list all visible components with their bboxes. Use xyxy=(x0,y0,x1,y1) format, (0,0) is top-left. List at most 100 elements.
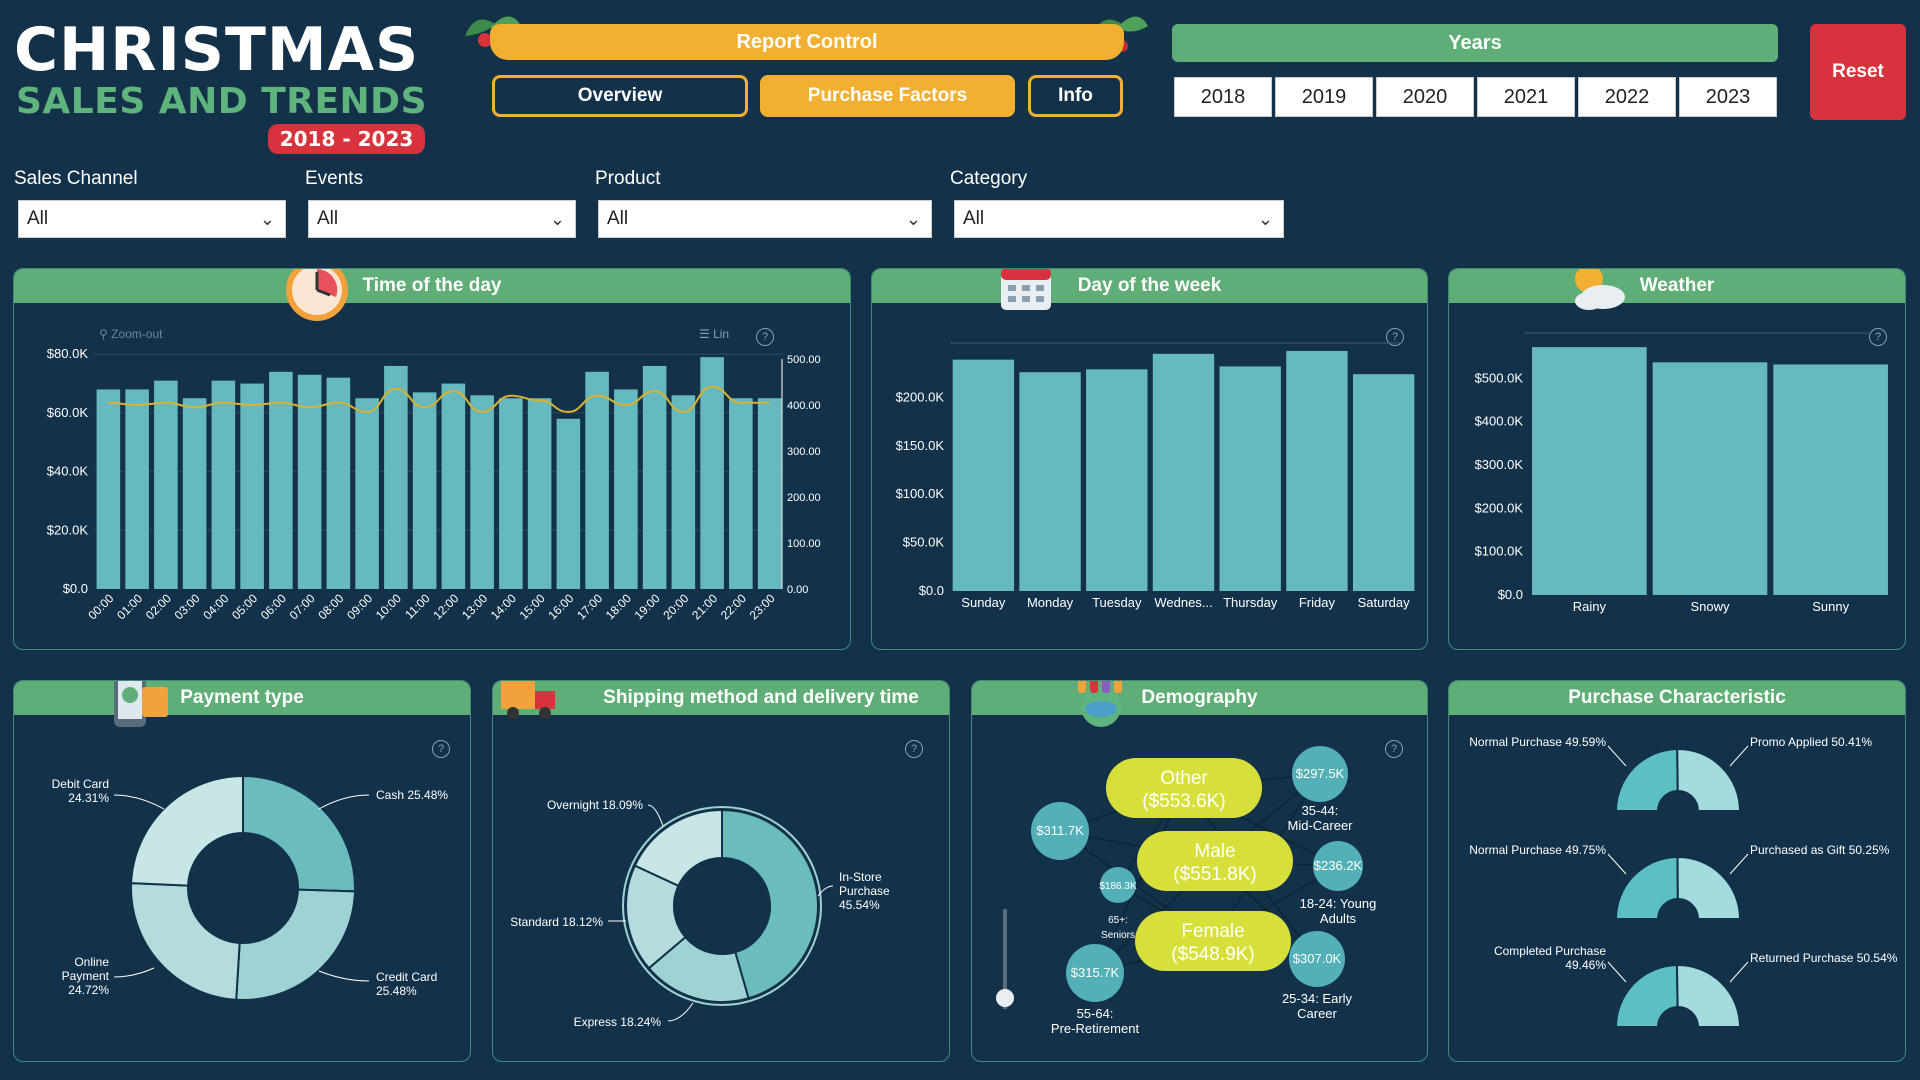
x-tick-label: Sunny xyxy=(1812,599,1849,614)
year-2022-button[interactable]: 2022 xyxy=(1578,77,1676,117)
leader-line xyxy=(1729,961,1749,983)
purchase-factors-button[interactable]: Purchase Factors xyxy=(760,75,1015,117)
help-icon[interactable]: ? xyxy=(905,740,923,758)
leader-line xyxy=(318,794,370,810)
x-tick-label: 18:00 xyxy=(603,591,634,622)
payment-type-chart: Cash 25.48% Credit Card 25.48% Online Paymen… xyxy=(52,774,448,1001)
y-tick-label: $0.0 xyxy=(1498,587,1523,602)
demography-title: Demography xyxy=(972,681,1427,715)
year-2018-button[interactable]: 2018 xyxy=(1174,77,1272,117)
donut-slice xyxy=(130,774,244,887)
events-dropdown[interactable]: All ⌄ xyxy=(308,200,576,238)
leader-line xyxy=(113,794,165,810)
slider-handle[interactable] xyxy=(996,989,1014,1007)
category-dropdown[interactable]: All ⌄ xyxy=(954,200,1284,238)
help-icon[interactable]: ? xyxy=(1386,328,1404,346)
y-tick-label: $0.0 xyxy=(63,581,88,596)
reset-button[interactable]: Reset xyxy=(1810,24,1906,120)
bar xyxy=(757,398,782,589)
slice-label: Standard 18.12% xyxy=(510,915,603,929)
leader-line xyxy=(318,970,370,982)
bar xyxy=(326,377,351,589)
bar xyxy=(125,389,149,589)
y-tick-label: $100.0K xyxy=(1475,544,1524,559)
slice-label: Cash 25.48% xyxy=(376,788,448,802)
bar xyxy=(1086,369,1148,591)
overview-button[interactable]: Overview xyxy=(492,75,748,117)
leader-line xyxy=(1607,961,1627,983)
bar xyxy=(499,398,523,589)
bar xyxy=(1773,364,1888,595)
x-tick-label: Rainy xyxy=(1573,599,1607,614)
mobile-payment-icon xyxy=(114,681,168,727)
sales-channel-dropdown[interactable]: All ⌄ xyxy=(18,200,286,238)
y2-tick-label: 0.00 xyxy=(787,584,808,596)
bar xyxy=(269,371,293,589)
category-label: Category xyxy=(950,168,1028,189)
zoom-out-control[interactable]: ⚲ Zoom-out xyxy=(99,327,163,341)
slice-label: Express 18.24% xyxy=(574,1015,662,1029)
year-range-badge: 2018 - 2023 xyxy=(268,124,425,154)
x-tick-label: 11:00 xyxy=(402,591,433,622)
leader-line xyxy=(1729,745,1749,767)
leader-line xyxy=(1607,745,1627,767)
weather-icon xyxy=(1575,269,1625,310)
y-tick-label: $300.0K xyxy=(1475,457,1524,472)
year-2023-button[interactable]: 2023 xyxy=(1679,77,1777,117)
gauge-left-segment xyxy=(1614,963,1679,1028)
delivery-truck-icon xyxy=(501,681,555,719)
x-tick-label: 16:00 xyxy=(545,591,576,622)
bar xyxy=(211,380,236,589)
year-2019-button[interactable]: 2019 xyxy=(1275,77,1373,117)
link-line xyxy=(1094,787,1185,974)
age-bubble xyxy=(1100,867,1136,903)
x-tick-label: 10:00 xyxy=(373,591,404,622)
lin-label: Lin xyxy=(713,327,730,341)
x-tick-label: 17:00 xyxy=(574,591,605,622)
age-bubble-label: 18-24: Young Adults xyxy=(1300,896,1377,926)
purchase-characteristic-title: Purchase Characteristic xyxy=(1449,681,1905,715)
year-2021-button[interactable]: 2021 xyxy=(1477,77,1575,117)
product-dropdown[interactable]: All ⌄ xyxy=(598,200,932,238)
year-2020-button[interactable]: 2020 xyxy=(1376,77,1474,117)
y-tick-label: $150.0K xyxy=(896,438,945,453)
bar xyxy=(154,380,178,589)
donut-ring xyxy=(622,806,822,1006)
help-icon[interactable]: ? xyxy=(432,740,450,758)
bar xyxy=(441,383,466,589)
gender-bubble-value: ($553.6K) xyxy=(1142,791,1225,812)
day-of-week-title: Day of the week xyxy=(872,269,1427,303)
age-bubble-label: 65+: Seniors xyxy=(1101,915,1135,941)
gender-bubble xyxy=(1137,831,1293,891)
age-bubble xyxy=(1292,746,1348,802)
help-icon[interactable]: ? xyxy=(756,328,774,346)
age-bubble-label: 25-34: Early Career xyxy=(1282,991,1353,1021)
lin-toggle[interactable]: ☰ Lin xyxy=(699,327,730,341)
bar xyxy=(1532,347,1647,595)
dashboard-subtitle: SALES AND TRENDS xyxy=(16,81,427,122)
bar xyxy=(355,398,379,589)
chevron-down-icon: ⌄ xyxy=(1257,209,1273,229)
x-tick-label: 20:00 xyxy=(660,591,691,622)
x-tick-label: 15:00 xyxy=(517,591,548,622)
gender-bubble xyxy=(1106,758,1262,818)
info-button[interactable]: Info xyxy=(1028,75,1123,117)
slice-label: Credit Card 25.48% xyxy=(376,970,437,998)
gauge-left-label: Normal Purchase 49.59% xyxy=(1469,735,1606,749)
weather-panel: Weather ? $0.0 $100.0K $200.0K $300.0K $400.… xyxy=(1448,268,1906,650)
x-tick-label: Sunday xyxy=(961,595,1006,610)
events-value: All xyxy=(317,208,339,229)
help-icon[interactable]: ? xyxy=(1869,328,1887,346)
y2-tick-label: 100.00 xyxy=(787,538,821,550)
bar xyxy=(671,395,696,589)
bar xyxy=(1286,350,1348,591)
help-icon[interactable]: ? xyxy=(1385,740,1403,758)
bubble-size-slider[interactable] xyxy=(1003,909,1007,1009)
age-bubble xyxy=(1031,802,1089,860)
bar xyxy=(1152,353,1215,591)
x-tick-label: 21:00 xyxy=(689,591,720,622)
bar xyxy=(556,418,581,589)
calendar-icon xyxy=(1001,269,1051,310)
donut-slice xyxy=(235,888,356,1001)
age-bubble xyxy=(1289,931,1345,987)
